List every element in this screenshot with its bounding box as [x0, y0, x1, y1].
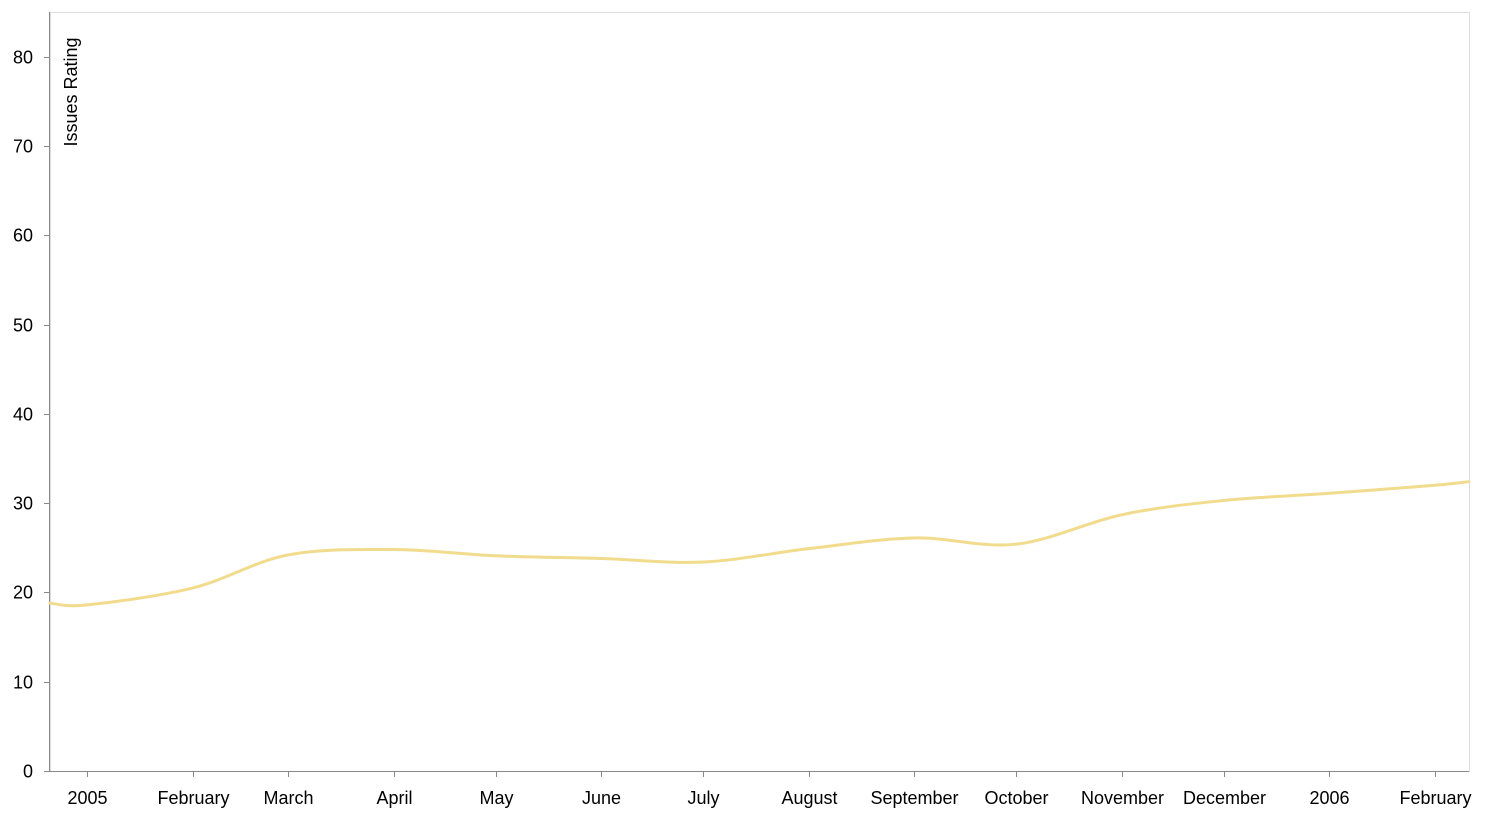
y-tick-label: 50 [13, 316, 33, 336]
x-tick-label: September [870, 788, 958, 808]
x-tick-label: May [479, 788, 513, 808]
y-tick-label: 10 [13, 673, 33, 693]
x-tick-label: February [157, 788, 229, 808]
series-line [48, 480, 1471, 608]
x-tick-label: October [984, 788, 1048, 808]
x-tick-label: 2006 [1309, 788, 1349, 808]
x-tick-label: April [376, 788, 412, 808]
x-tick-label: 2005 [67, 788, 107, 808]
plot-frame [50, 12, 1470, 772]
y-tick-label: 20 [13, 583, 33, 603]
x-tick-label: March [263, 788, 313, 808]
x-axis: 2005 February March April May June July August S… [50, 771, 1472, 808]
x-tick-label: July [687, 788, 719, 808]
x-tick-label: August [781, 788, 837, 808]
x-tick-label: February [1399, 788, 1471, 808]
y-tick-label: 70 [13, 137, 33, 157]
x-tick-label: November [1081, 788, 1164, 808]
y-tick-label: 0 [23, 762, 33, 782]
x-tick-label: June [582, 788, 621, 808]
y-axis-title: Issues Rating [61, 37, 81, 146]
y-tick-label: 40 [13, 405, 33, 425]
x-tick-label: December [1183, 788, 1266, 808]
series-layer [48, 480, 1471, 608]
y-axis: 0 10 20 30 40 50 60 70 80 [13, 12, 50, 782]
y-tick-label: 60 [13, 226, 33, 246]
y-tick-label: 80 [13, 48, 33, 68]
y-tick-label: 30 [13, 494, 33, 514]
